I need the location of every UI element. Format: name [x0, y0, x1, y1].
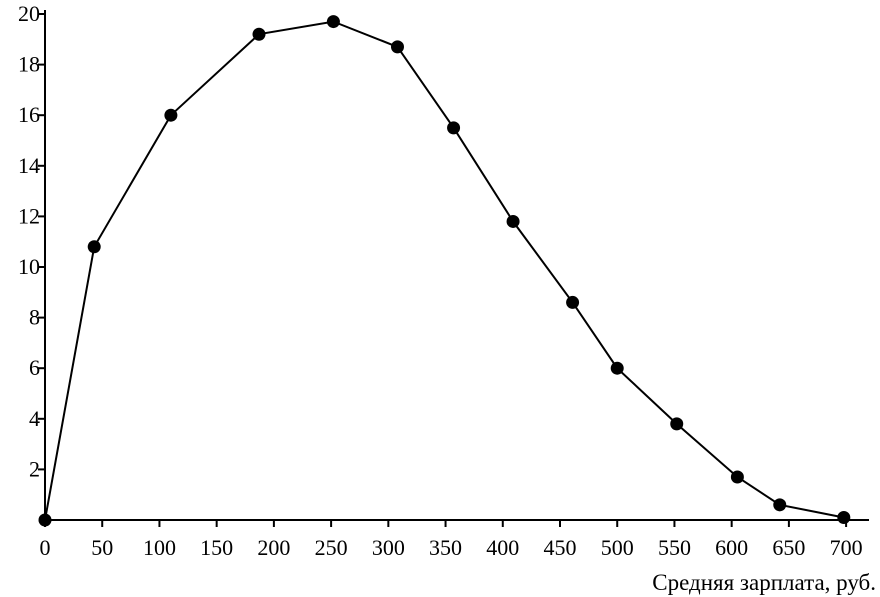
data-point — [164, 108, 178, 122]
x-tick-label: 550 — [658, 535, 691, 560]
data-point — [506, 214, 520, 228]
y-tick-label: 10 — [18, 254, 40, 279]
data-point — [773, 498, 787, 512]
x-axis-title: Средняя зарплата, руб. — [652, 570, 876, 595]
data-point — [610, 361, 624, 375]
x-tick-label: 200 — [257, 535, 290, 560]
data-point — [566, 295, 580, 309]
y-tick-label: 2 — [29, 456, 40, 481]
y-tick-label: 20 — [18, 1, 40, 26]
data-point — [447, 121, 461, 135]
x-tick-label: 300 — [372, 535, 405, 560]
y-tick-label: 14 — [18, 153, 40, 178]
data-point — [730, 470, 744, 484]
x-tick-label: 0 — [40, 535, 51, 560]
y-tick-label: 16 — [18, 102, 40, 127]
x-tick-label: 650 — [772, 535, 805, 560]
x-tick-label: 250 — [315, 535, 348, 560]
axes — [44, 10, 869, 521]
y-tick-label: 18 — [18, 52, 40, 77]
data-point — [390, 40, 404, 54]
x-tick-label: 100 — [143, 535, 176, 560]
x-tick-label: 500 — [601, 535, 634, 560]
data-point — [87, 240, 101, 254]
x-tick-label: 50 — [91, 535, 113, 560]
series-line — [44, 20, 844, 521]
x-tick-label: 600 — [715, 535, 748, 560]
y-tick-label: 12 — [18, 203, 40, 228]
series — [38, 15, 851, 527]
data-point — [38, 513, 52, 527]
y-tick-label: 8 — [29, 305, 40, 330]
y-ticks: 2 4 6 8 10 12 14 16 18 20 — [18, 1, 45, 481]
data-point — [670, 417, 684, 431]
x-tick-label: 350 — [429, 535, 462, 560]
x-tick-label: 450 — [544, 535, 577, 560]
x-tick-label: 150 — [200, 535, 233, 560]
x-ticks: 0 50 100 150 200 250 300 350 400 450 500 550 600 650 7… — [40, 520, 863, 560]
y-tick-label: 4 — [29, 406, 40, 431]
x-tick-label: 400 — [486, 535, 519, 560]
data-point — [252, 27, 266, 41]
data-point — [837, 510, 851, 524]
y-tick-label: 6 — [29, 355, 40, 380]
data-point — [326, 15, 340, 29]
x-tick-label: 700 — [830, 535, 863, 560]
